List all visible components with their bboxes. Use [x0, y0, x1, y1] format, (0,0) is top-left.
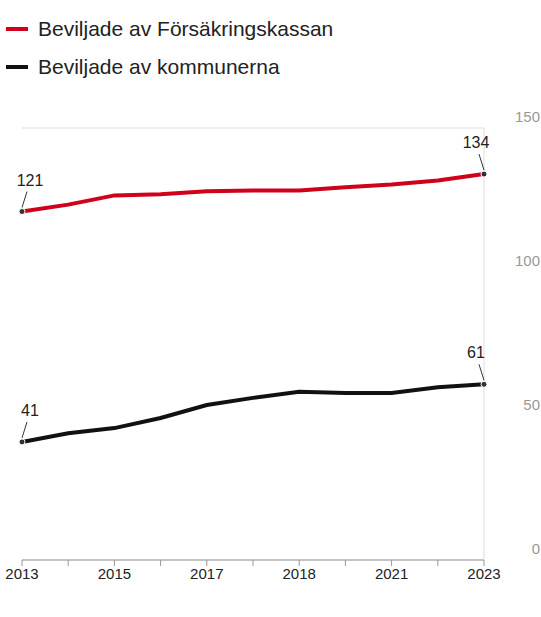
svg-text:0: 0	[532, 540, 533, 557]
svg-text:41: 41	[21, 402, 39, 419]
svg-text:2018: 2018	[283, 565, 316, 582]
svg-text:2017: 2017	[190, 565, 223, 582]
svg-text:2021: 2021	[375, 565, 408, 582]
svg-text:2023: 2023	[467, 565, 500, 582]
svg-text:100: 100	[515, 252, 533, 269]
html-text:Beviljade av kommunerna: Beviljade av kommunerna	[38, 55, 280, 78]
svg-text:2013: 2013	[8, 565, 39, 582]
svg-text:50: 50	[523, 396, 533, 413]
svg-text:61: 61	[467, 344, 485, 361]
svg-text:150: 150	[515, 108, 533, 125]
html-text:Beviljade av Försäkringskassan: Beviljade av Försäkringskassan	[38, 17, 334, 40]
svg-text:134: 134	[463, 134, 490, 151]
svg-text:2015: 2015	[98, 565, 131, 582]
svg-text:121: 121	[17, 172, 44, 189]
